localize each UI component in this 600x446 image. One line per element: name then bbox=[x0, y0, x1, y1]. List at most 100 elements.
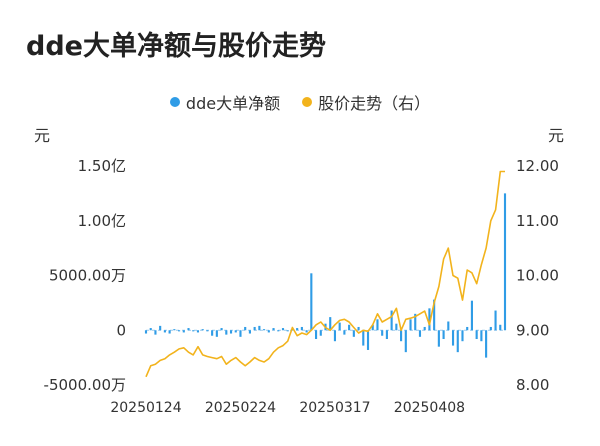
dde-bar bbox=[225, 330, 228, 335]
dde-bar bbox=[485, 330, 488, 358]
dde-bar bbox=[428, 308, 431, 331]
dde-bar bbox=[494, 310, 497, 331]
legend-item-dde[interactable]: dde大单净额 bbox=[169, 90, 281, 114]
dde-bar bbox=[338, 322, 341, 331]
legend-dot-dde bbox=[169, 97, 180, 107]
dde-bar bbox=[211, 330, 214, 336]
dde-bar bbox=[196, 330, 200, 333]
x-tick-label: 20250317 bbox=[299, 400, 370, 416]
dde-bar bbox=[447, 321, 450, 331]
dde-bar bbox=[423, 326, 426, 331]
dde-bar bbox=[286, 330, 289, 332]
dde-bar bbox=[499, 324, 502, 331]
dde-bar bbox=[503, 193, 507, 331]
dde-bar bbox=[234, 330, 237, 333]
left-tick-label: 5000.00万 bbox=[49, 267, 126, 285]
dde-bar bbox=[149, 328, 152, 331]
left-tick-label: -5000.00万 bbox=[44, 376, 126, 394]
dde-bar bbox=[215, 330, 218, 337]
dde-bar bbox=[461, 330, 464, 342]
dde-bar bbox=[414, 313, 417, 331]
dde-bar bbox=[187, 328, 190, 331]
dde-bar bbox=[263, 329, 266, 331]
x-tick-label: 20250124 bbox=[110, 400, 181, 416]
chart-title: dde大单净额与股价走势 bbox=[26, 31, 326, 62]
dde-bar bbox=[418, 330, 422, 337]
dde-bar bbox=[395, 323, 398, 331]
dde-bar bbox=[182, 330, 185, 333]
dde-bar bbox=[437, 330, 440, 347]
dde-bar bbox=[489, 326, 492, 331]
dde-bar bbox=[281, 328, 285, 331]
dde-bar bbox=[296, 328, 299, 331]
dde-bar bbox=[244, 326, 247, 331]
dde-bar bbox=[371, 324, 374, 331]
dde-bar bbox=[229, 330, 233, 334]
dde-bar bbox=[404, 330, 407, 353]
dde-bar bbox=[480, 330, 483, 342]
dde-bar bbox=[178, 330, 181, 332]
right-tick-label: 11.00 bbox=[516, 212, 559, 230]
dde-bar bbox=[300, 326, 303, 331]
dde-bar bbox=[475, 330, 478, 340]
dde-bar bbox=[456, 330, 459, 353]
dde-bar bbox=[329, 317, 332, 331]
dde-bar bbox=[319, 330, 322, 336]
dde-bar bbox=[220, 328, 223, 331]
dde-bar bbox=[390, 310, 393, 331]
dde-bar bbox=[267, 330, 270, 333]
price-line bbox=[145, 170, 505, 378]
dde-bar bbox=[385, 330, 388, 340]
dde-bar bbox=[366, 330, 370, 350]
dde-bar bbox=[239, 330, 242, 337]
right-tick-label: 8.00 bbox=[516, 376, 549, 394]
dde-bar bbox=[343, 330, 346, 335]
dde-bar bbox=[201, 329, 204, 331]
left-tick-label: 1.50亿 bbox=[78, 157, 126, 175]
dde-bar bbox=[451, 330, 455, 346]
dde-bar bbox=[357, 326, 360, 331]
right-tick-label: 9.00 bbox=[516, 321, 549, 339]
right-axis-unit: 元 bbox=[548, 126, 564, 145]
dde-bar bbox=[348, 324, 351, 331]
right-tick-label: 10.00 bbox=[516, 267, 559, 285]
dde-bar bbox=[154, 330, 157, 335]
legend-item-price[interactable]: 股价走势（右） bbox=[302, 90, 430, 114]
dde-bar bbox=[333, 330, 337, 342]
dde-bar bbox=[163, 330, 166, 333]
legend-label-price: 股价走势（右） bbox=[318, 94, 431, 113]
dde-bar bbox=[433, 299, 436, 331]
legend-label-dde: dde大单净额 bbox=[185, 94, 281, 113]
x-tick-label: 20250224 bbox=[205, 400, 276, 416]
dde-bar bbox=[466, 326, 469, 331]
dde-bar bbox=[253, 326, 256, 331]
dde-bar bbox=[159, 325, 162, 331]
dde-bar bbox=[258, 325, 261, 331]
right-tick-label: 12.00 bbox=[516, 157, 559, 175]
legend-dot-price bbox=[302, 97, 313, 107]
dde-bar bbox=[470, 300, 473, 331]
dde-bar bbox=[173, 329, 176, 331]
dde-bar bbox=[314, 330, 318, 340]
dde-bar bbox=[381, 330, 384, 336]
dde-bar bbox=[248, 330, 251, 334]
dde-bar bbox=[144, 330, 148, 334]
dde-bar bbox=[352, 330, 355, 337]
left-axis-unit: 元 bbox=[34, 126, 50, 145]
dde-bar bbox=[168, 330, 171, 334]
x-tick-label: 20250408 bbox=[394, 400, 465, 416]
dde-bar bbox=[376, 319, 379, 331]
dde-bar bbox=[192, 330, 195, 332]
dde-bar bbox=[362, 330, 365, 346]
left-tick-label: 0 bbox=[116, 321, 126, 339]
dde-bar bbox=[442, 330, 445, 340]
dde-bar bbox=[272, 328, 275, 331]
dde-bar bbox=[305, 330, 308, 333]
dde-bar bbox=[206, 330, 209, 332]
dde-bar bbox=[409, 319, 412, 331]
chart-legend: dde大单净额 股价走势（右） bbox=[0, 90, 600, 114]
dde-bar bbox=[400, 330, 403, 342]
left-tick-label: 1.00亿 bbox=[78, 212, 126, 230]
dde-bar bbox=[310, 273, 313, 331]
